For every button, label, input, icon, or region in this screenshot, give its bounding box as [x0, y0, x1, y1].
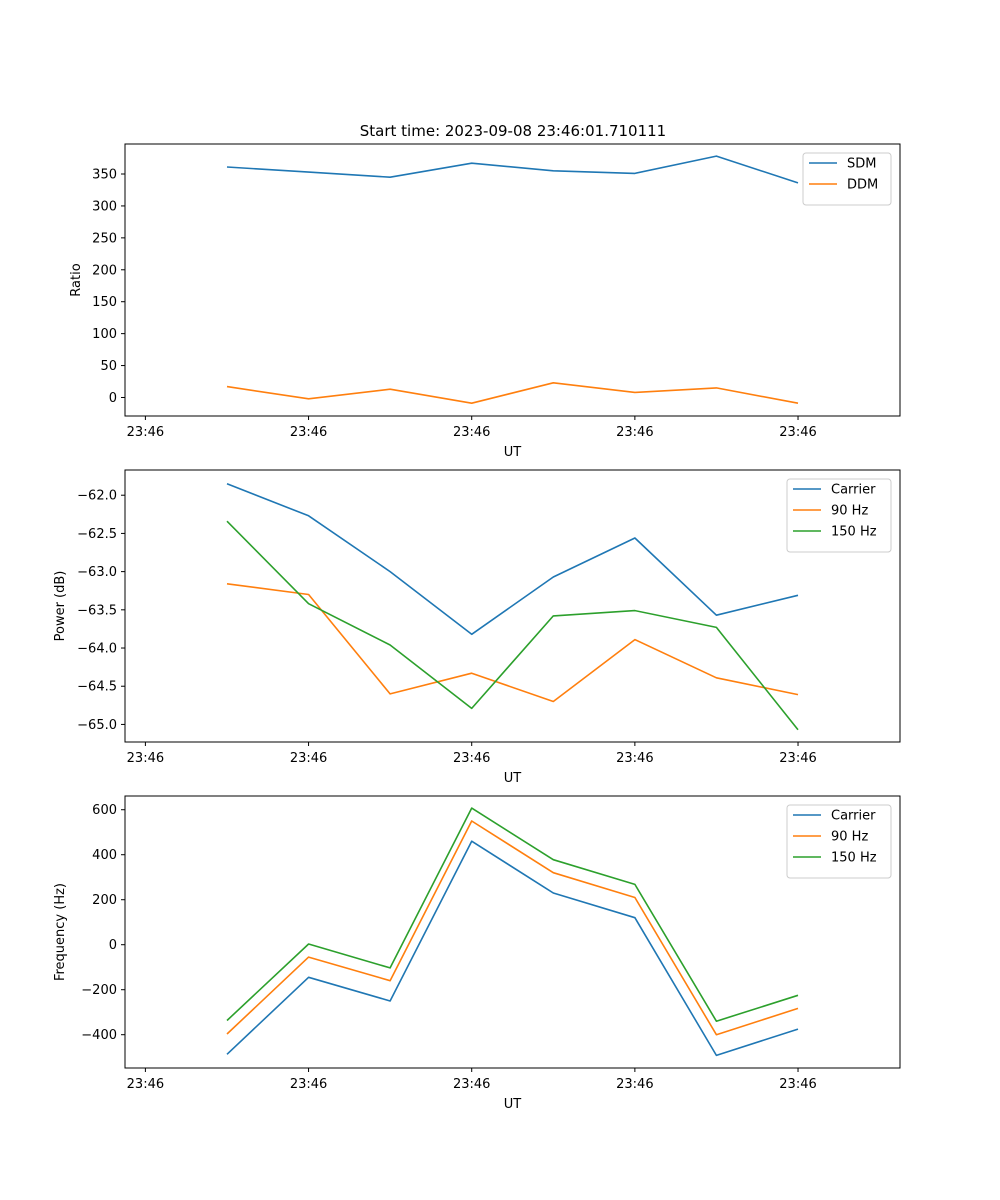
y-axis-label: Power (dB)	[53, 571, 68, 642]
y-axis-label: Ratio	[69, 263, 84, 296]
y-tick-label: −65.0	[77, 718, 117, 733]
y-axis-label: Frequency (Hz)	[53, 883, 68, 981]
x-tick-label: 23:46	[779, 1077, 816, 1092]
y-tick-label: −62.5	[77, 527, 117, 542]
x-tick-label: 23:46	[290, 425, 327, 440]
axes-frame	[124, 795, 901, 1069]
legend-label: Carrier	[831, 809, 876, 824]
y-tick-label: 0	[109, 938, 117, 953]
legend: Carrier 90 Hz 150 Hz	[786, 804, 892, 879]
y-tick-label: 300	[92, 199, 117, 214]
x-tick-label: 23:46	[127, 1077, 164, 1092]
legend: SDM DDM	[802, 152, 892, 206]
chart-panel-3: 23:46 23:46 23:46 23:46 23:46 −400 −200 0 200 400…	[53, 795, 901, 1112]
x-tick-label: 23:46	[616, 751, 653, 766]
x-tick-label: 23:46	[127, 425, 164, 440]
series-line-90-hz	[226, 583, 799, 703]
y-tick-label: −64.5	[77, 680, 117, 695]
x-axis-label: UT	[504, 1097, 522, 1112]
series-line-ddm	[226, 381, 799, 405]
series-line-carrier	[226, 840, 799, 1057]
legend-label: DDM	[847, 178, 878, 193]
legend-label: Carrier	[831, 483, 876, 498]
x-tick-label: 23:46	[453, 425, 490, 440]
x-axis-label: UT	[504, 771, 522, 786]
y-tick-label: −63.5	[77, 603, 117, 618]
y-tick-label: 350	[92, 168, 117, 183]
legend-box	[802, 152, 892, 206]
y-tick-label: −200	[81, 983, 117, 998]
x-tick-label: 23:46	[290, 1077, 327, 1092]
axes-frame	[124, 469, 901, 743]
y-tick-label: 100	[92, 327, 117, 342]
x-tick-label: 23:46	[616, 1077, 653, 1092]
y-tick-label: 150	[92, 295, 117, 310]
x-tick-label: 23:46	[453, 751, 490, 766]
figure-title: Start time: 2023-09-08 23:46:01.710111	[360, 122, 666, 140]
x-tick-label: 23:46	[290, 751, 327, 766]
series-line-150-hz	[226, 520, 799, 731]
y-tick-label: −62.0	[77, 489, 117, 504]
y-tick-label: 600	[92, 803, 117, 818]
y-tick-label: −63.0	[77, 565, 117, 580]
chart-panel-2: 23:46 23:46 23:46 23:46 23:46 −62.0 −62.5 −63.0…	[53, 469, 901, 786]
legend-label: SDM	[847, 157, 876, 172]
x-tick-label: 23:46	[127, 751, 164, 766]
legend: Carrier 90 Hz 150 Hz	[786, 478, 892, 553]
charts-container: 23:46 23:46 23:46 23:46 23:46 0 50 100 150 200 250…	[53, 143, 901, 1112]
legend-box	[786, 804, 892, 879]
legend-label: 90 Hz	[831, 504, 868, 519]
x-tick-label: 23:46	[779, 425, 816, 440]
x-tick-label: 23:46	[453, 1077, 490, 1092]
y-tick-label: −400	[81, 1028, 117, 1043]
legend-label: 90 Hz	[831, 830, 868, 845]
y-tick-label: 250	[92, 231, 117, 246]
x-tick-label: 23:46	[616, 425, 653, 440]
legend-label: 150 Hz	[831, 851, 877, 866]
legend-label: 150 Hz	[831, 525, 877, 540]
y-tick-label: 400	[92, 848, 117, 863]
series-line-sdm	[226, 155, 799, 184]
chart-panel-1: 23:46 23:46 23:46 23:46 23:46 0 50 100 150 200 250…	[69, 143, 901, 460]
axes-frame	[124, 143, 901, 417]
series-line-90-hz	[226, 820, 799, 1036]
y-tick-label: 200	[92, 893, 117, 908]
y-tick-label: 200	[92, 263, 117, 278]
series-line-150-hz	[226, 807, 799, 1023]
x-axis-label: UT	[504, 445, 522, 460]
y-tick-label: 0	[109, 391, 117, 406]
y-tick-label: 50	[100, 359, 117, 374]
legend-box	[786, 478, 892, 553]
series-line-carrier	[226, 483, 799, 636]
y-tick-label: −64.0	[77, 642, 117, 657]
x-tick-label: 23:46	[779, 751, 816, 766]
